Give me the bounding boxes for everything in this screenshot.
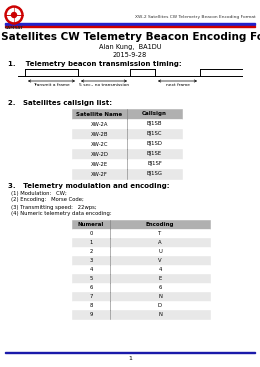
Text: XW-2 Satellites CW Telemetry Beacon Encoding Format: XW-2 Satellites CW Telemetry Beacon Enco… bbox=[0, 32, 260, 42]
Bar bbox=[72, 149, 182, 159]
Bar bbox=[72, 310, 210, 319]
Text: 4: 4 bbox=[89, 267, 93, 272]
Text: BJ1SG: BJ1SG bbox=[147, 171, 162, 177]
Bar bbox=[72, 301, 210, 310]
Bar bbox=[72, 265, 210, 274]
Bar bbox=[72, 129, 182, 139]
Text: 1: 1 bbox=[128, 356, 132, 361]
Bar bbox=[72, 274, 210, 283]
Text: Numeral: Numeral bbox=[78, 222, 104, 227]
Text: D: D bbox=[158, 303, 162, 308]
Bar bbox=[5, 23, 255, 25]
Text: 2.   Satellites callsign list:: 2. Satellites callsign list: bbox=[8, 100, 112, 106]
Text: N: N bbox=[158, 294, 162, 299]
Text: XW-2C: XW-2C bbox=[91, 142, 108, 146]
Bar bbox=[72, 229, 210, 238]
Text: T: T bbox=[158, 231, 162, 236]
Bar bbox=[72, 159, 182, 169]
Text: A: A bbox=[158, 240, 162, 245]
Text: 4: 4 bbox=[158, 267, 162, 272]
Text: 1: 1 bbox=[89, 240, 93, 245]
Circle shape bbox=[8, 8, 21, 22]
Circle shape bbox=[11, 12, 16, 18]
Text: 6: 6 bbox=[158, 285, 162, 290]
Bar bbox=[72, 247, 210, 256]
Text: 5 sec., no transmission: 5 sec., no transmission bbox=[79, 83, 129, 87]
Bar bbox=[72, 238, 210, 247]
Bar bbox=[72, 169, 182, 179]
Text: 2: 2 bbox=[89, 249, 93, 254]
Text: 9: 9 bbox=[89, 312, 93, 317]
Text: 6: 6 bbox=[89, 285, 93, 290]
Text: CAMSAT: CAMSAT bbox=[5, 26, 23, 30]
Text: (2) Encoding:   Morse Code;: (2) Encoding: Morse Code; bbox=[11, 197, 84, 203]
Circle shape bbox=[5, 6, 23, 24]
Text: Callsign: Callsign bbox=[142, 112, 167, 116]
Text: 3.   Telemetry modulation and encoding:: 3. Telemetry modulation and encoding: bbox=[8, 183, 170, 189]
Text: 7: 7 bbox=[89, 294, 93, 299]
Bar bbox=[72, 283, 210, 292]
Text: XW-2F: XW-2F bbox=[91, 171, 108, 177]
Text: 3: 3 bbox=[89, 258, 93, 263]
Text: next frame: next frame bbox=[166, 83, 190, 87]
Bar bbox=[72, 220, 210, 229]
Text: 8: 8 bbox=[89, 303, 93, 308]
Text: XW-2D: XW-2D bbox=[90, 152, 108, 156]
Text: BJ1SE: BJ1SE bbox=[147, 152, 162, 156]
Bar bbox=[72, 256, 210, 265]
Text: 0: 0 bbox=[89, 231, 93, 236]
Bar bbox=[72, 139, 182, 149]
Text: XW-2A: XW-2A bbox=[91, 121, 108, 127]
Text: BJ1SB: BJ1SB bbox=[147, 121, 162, 127]
Text: E: E bbox=[158, 276, 162, 281]
Text: 5: 5 bbox=[89, 276, 93, 281]
Text: (3) Transmitting speed:   22wps;: (3) Transmitting speed: 22wps; bbox=[11, 204, 97, 210]
Text: Alan Kung,  BA1DU: Alan Kung, BA1DU bbox=[99, 44, 161, 50]
Text: N: N bbox=[158, 312, 162, 317]
Bar bbox=[72, 292, 210, 301]
Text: BJ1SD: BJ1SD bbox=[147, 142, 162, 146]
Text: 1.    Telemetry beacon transmission timing:: 1. Telemetry beacon transmission timing: bbox=[8, 61, 182, 67]
Text: XW-2B: XW-2B bbox=[91, 131, 108, 137]
Text: XW-2E: XW-2E bbox=[91, 161, 108, 167]
Text: BJ1SC: BJ1SC bbox=[147, 131, 162, 137]
Text: XW-2 Satellites CW Telemetry Beacon Encoding Format: XW-2 Satellites CW Telemetry Beacon Enco… bbox=[135, 15, 256, 19]
Text: 2015-9-28: 2015-9-28 bbox=[113, 52, 147, 58]
Bar bbox=[5, 352, 255, 353]
Text: (4) Numeric telemetry data encoding:: (4) Numeric telemetry data encoding: bbox=[11, 211, 112, 217]
Text: (1) Modulation:   CW;: (1) Modulation: CW; bbox=[11, 190, 67, 196]
Bar bbox=[72, 109, 182, 119]
Text: V: V bbox=[158, 258, 162, 263]
Text: U: U bbox=[158, 249, 162, 254]
Bar bbox=[72, 119, 182, 129]
Text: Encoding: Encoding bbox=[146, 222, 174, 227]
Text: Satellite Name: Satellite Name bbox=[76, 112, 122, 116]
Text: Transmit a frame: Transmit a frame bbox=[33, 83, 70, 87]
Text: BJ1SF: BJ1SF bbox=[147, 161, 162, 167]
